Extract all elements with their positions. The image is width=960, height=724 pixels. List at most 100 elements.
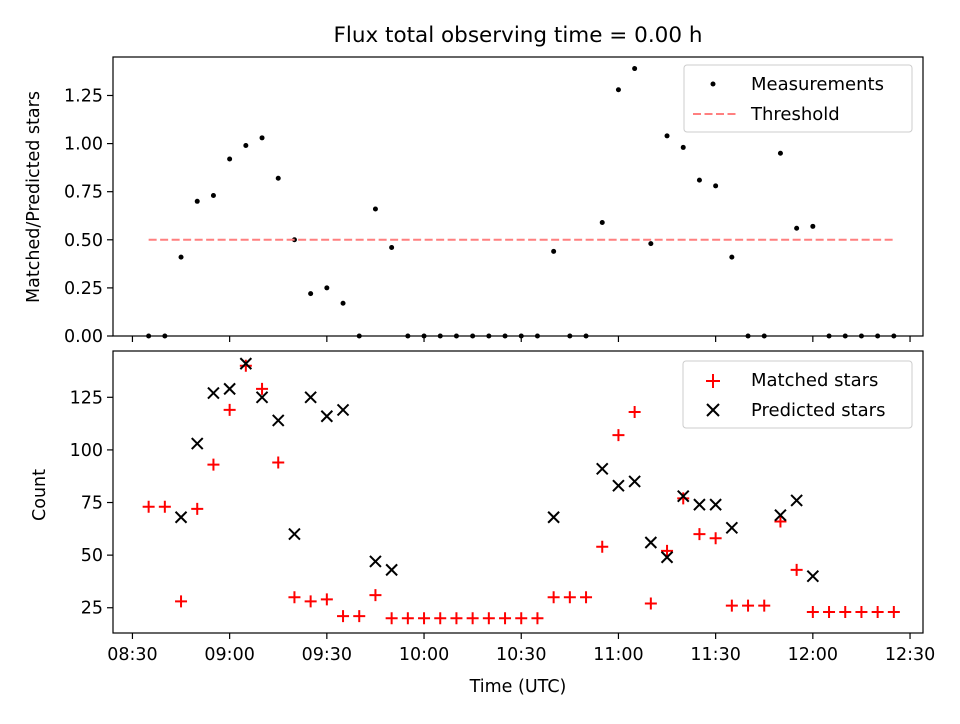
measurement-point [356, 333, 362, 339]
matched-point [742, 599, 755, 612]
matched-point [531, 612, 544, 625]
measurement-point [648, 241, 654, 247]
y-axis-label-bottom: Count [30, 469, 50, 521]
legend-dot-marker [710, 81, 716, 87]
measurement-point [405, 333, 411, 339]
predicted-point [191, 437, 204, 450]
measurement-point [729, 254, 735, 260]
matched-point [418, 612, 431, 625]
matched-point [466, 612, 479, 625]
matched-point [401, 612, 414, 625]
predicted-point [660, 551, 674, 564]
matched-point [272, 456, 285, 469]
legend-x-marker [706, 403, 720, 417]
matched-point [320, 593, 333, 606]
y-tick-label: 1.00 [64, 135, 103, 155]
measurement-point [275, 175, 281, 181]
matched-point [547, 591, 560, 604]
matched-point [806, 605, 819, 618]
predicted-point [174, 511, 188, 524]
matched-point [337, 610, 350, 623]
x-tick-label: 10:30 [496, 645, 546, 665]
measurement-point [243, 143, 249, 149]
predicted-point [693, 498, 706, 511]
x-tick-label: 08:30 [107, 645, 157, 665]
matched-point [855, 605, 868, 618]
matched-point [871, 605, 884, 618]
predicted-point [774, 508, 787, 522]
legend-box [683, 64, 913, 133]
matched-point [644, 597, 657, 610]
legend-label-matched: Matched stars [751, 370, 878, 391]
predicted-point [596, 462, 609, 476]
measurement-point [794, 225, 800, 231]
flux-ratio-panel: Matched/Predicted stars 0.00 0.25 0.50 0.75… [24, 56, 924, 347]
measurement-point [745, 333, 751, 339]
legend-box [682, 360, 913, 429]
matched-point [369, 589, 382, 602]
predicted-point [207, 386, 220, 400]
y-tick-label: 0.50 [64, 231, 103, 251]
measurement-point [583, 333, 589, 339]
measurement-point [842, 333, 848, 339]
measurement-point [340, 300, 346, 306]
matched-point [482, 612, 495, 625]
measurement-point [777, 150, 783, 156]
measurement-point [486, 333, 492, 339]
measurement-point [470, 333, 476, 339]
measurement-point [810, 223, 816, 229]
matched-point [661, 544, 674, 557]
measurement-point [713, 183, 719, 189]
measurement-point [632, 66, 638, 72]
matched-point [709, 532, 722, 545]
matched-point [677, 492, 690, 505]
legend-plus-marker [706, 374, 720, 388]
measurement-point [567, 333, 573, 339]
axes-frame [112, 56, 924, 337]
predicted-point [369, 555, 382, 568]
matched-point [191, 502, 204, 515]
measurement-point [664, 133, 670, 139]
predicted-point [336, 403, 350, 417]
matched-point [823, 605, 836, 618]
matched-point [515, 612, 528, 625]
measurement-point [389, 244, 395, 250]
matched-point [239, 359, 252, 372]
measurement-point [146, 333, 152, 339]
measurement-point [891, 333, 897, 339]
y-tick-label: 75 [81, 494, 103, 514]
predicted-point [677, 490, 690, 503]
predicted-point [806, 569, 820, 583]
matched-point [612, 429, 625, 442]
measurement-point [194, 198, 200, 204]
matched-point [450, 612, 463, 625]
matched-point [434, 612, 447, 625]
x-tick-label: 12:00 [788, 645, 838, 665]
matched-point [758, 599, 771, 612]
measurement-point [680, 144, 686, 150]
predicted-point [320, 410, 334, 423]
predicted-point [644, 536, 658, 549]
measurement-point [518, 333, 524, 339]
matched-point [353, 610, 366, 623]
star-count-panel: Count 25 50 75 100 125 08:30 09:00 09:30 10:00 10… [30, 350, 935, 665]
x-axis-label: Time (UTC) [469, 677, 567, 697]
x-tick-label: 11:30 [690, 645, 740, 665]
matched-point [628, 406, 641, 419]
predicted-point [272, 414, 285, 427]
predicted-point [612, 479, 625, 492]
matched-point [288, 591, 301, 604]
matched-point [385, 612, 398, 625]
y-tick-label: 0.25 [64, 279, 103, 299]
measurement-point [502, 333, 508, 339]
measurement-point [875, 333, 881, 339]
legend-label-measurements: Measurements [751, 74, 884, 95]
predicted-point [223, 382, 236, 396]
matched-point [175, 595, 188, 608]
y-tick-label: 1.25 [64, 86, 103, 106]
measurement-point [551, 248, 557, 254]
measurement-point [308, 291, 314, 297]
predicted-point [547, 511, 560, 524]
matched-point [887, 605, 900, 618]
